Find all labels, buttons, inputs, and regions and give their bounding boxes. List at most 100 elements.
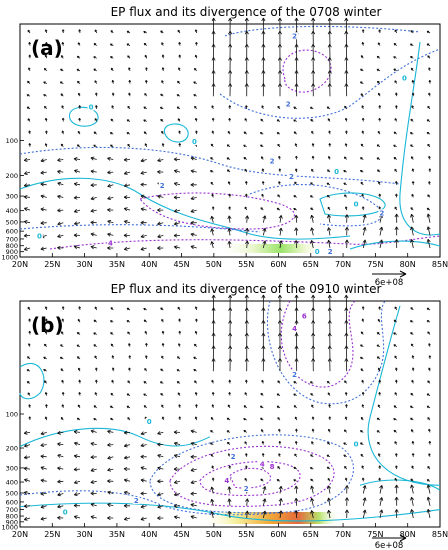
flux-arrow <box>143 119 147 122</box>
flux-arrow <box>326 454 331 458</box>
flux-arrow <box>143 31 147 34</box>
contour-label-bg <box>132 496 140 504</box>
flux-arrow <box>360 416 364 421</box>
flux-arrow <box>426 132 431 135</box>
flux-arrow <box>344 43 349 59</box>
reference-arrowhead <box>399 270 407 278</box>
flux-arrow <box>294 181 298 186</box>
flux-arrow <box>243 157 247 160</box>
flux-arrow <box>262 510 267 519</box>
contour-label: 0 <box>354 440 359 448</box>
flux-arrow <box>361 117 365 122</box>
flux-arrow <box>45 404 48 408</box>
flux-arrow <box>327 169 331 173</box>
flux-arrow <box>111 355 115 359</box>
flux-arrow <box>393 332 397 335</box>
flux-arrow <box>294 294 299 311</box>
flux-arrow <box>360 453 364 458</box>
flux-arrow <box>93 332 97 335</box>
flux-arrow <box>426 307 431 311</box>
flux-arrow <box>61 391 65 396</box>
flux-arrow <box>427 466 431 470</box>
flux-arrow <box>211 294 216 311</box>
flux-arrow <box>23 220 31 225</box>
flux-arrow <box>427 55 431 59</box>
flux-arrow <box>309 467 314 470</box>
flux-arrow <box>393 43 397 46</box>
flux-arrow <box>107 207 114 212</box>
flux-arrow <box>90 196 97 201</box>
flux-arrow <box>57 515 64 520</box>
flux-arrow <box>360 68 364 72</box>
flux-arrow <box>428 168 432 173</box>
flux-arrow <box>244 17 249 34</box>
flux-arrow <box>57 442 64 447</box>
flux-arrow <box>157 516 164 521</box>
flux-arrow <box>194 416 198 421</box>
flux-arrow <box>311 168 314 173</box>
flux-arrow <box>27 80 31 84</box>
flux-arrow <box>123 503 130 508</box>
flux-arrow <box>277 70 283 84</box>
flux-arrow <box>128 355 132 359</box>
flux-arrow <box>261 358 266 372</box>
flux-arrow <box>277 417 281 421</box>
flux-arrow <box>394 206 398 211</box>
flux-arrow <box>143 405 147 409</box>
flux-arrow <box>93 43 97 46</box>
flux-arrow <box>43 67 47 72</box>
flux-arrow <box>261 345 266 359</box>
flux-arrow <box>277 307 282 323</box>
flux-arrow <box>244 294 249 311</box>
flux-arrow <box>78 306 82 311</box>
contour-label: 4 <box>260 460 265 468</box>
flux-arrow <box>344 117 348 122</box>
contour-label: 4 <box>224 477 229 485</box>
flux-arrow <box>344 358 349 372</box>
flux-arrow <box>311 57 316 71</box>
flux-arrow <box>410 484 415 494</box>
flux-arrow <box>410 307 414 311</box>
flux-arrow <box>411 105 414 110</box>
flux-arrow <box>260 156 264 160</box>
flux-arrow <box>343 442 347 445</box>
flux-arrow <box>426 207 431 211</box>
flux-arrow <box>410 118 414 122</box>
flux-arrow <box>410 56 414 59</box>
flux-arrow <box>161 355 164 360</box>
flux-arrow <box>327 17 332 34</box>
flux-arrow <box>123 478 131 483</box>
flux-arrow <box>344 70 349 84</box>
flux-arrow <box>311 307 316 323</box>
flux-arrow <box>159 106 164 110</box>
flux-arrow <box>140 491 147 496</box>
flux-arrow <box>360 331 364 335</box>
contour-label-bg <box>229 452 237 460</box>
flux-arrow <box>426 484 431 494</box>
flux-arrow <box>410 478 414 482</box>
flux-arrow <box>140 220 147 225</box>
contour-label-bg <box>61 508 69 516</box>
flux-arrow <box>111 105 114 110</box>
flux-arrow <box>28 41 32 46</box>
flux-arrow <box>343 182 347 186</box>
flux-arrow <box>393 418 397 421</box>
flux-arrow <box>311 44 316 59</box>
flux-arrow <box>127 417 131 421</box>
flux-arrow <box>40 478 47 483</box>
contour-label-bg <box>242 484 250 492</box>
flux-arrow <box>107 503 114 507</box>
flux-arrow <box>95 92 98 97</box>
flux-arrow <box>261 17 266 34</box>
flux-arrow <box>40 194 47 199</box>
flux-arrow <box>244 168 248 173</box>
flux-arrow <box>426 508 431 519</box>
flux-arrow <box>190 182 197 187</box>
y-tick-label: 600 <box>6 498 18 506</box>
flux-arrow <box>194 306 198 311</box>
flux-arrow <box>93 344 97 348</box>
flux-arrow <box>110 30 114 34</box>
flux-arrow <box>211 320 216 335</box>
